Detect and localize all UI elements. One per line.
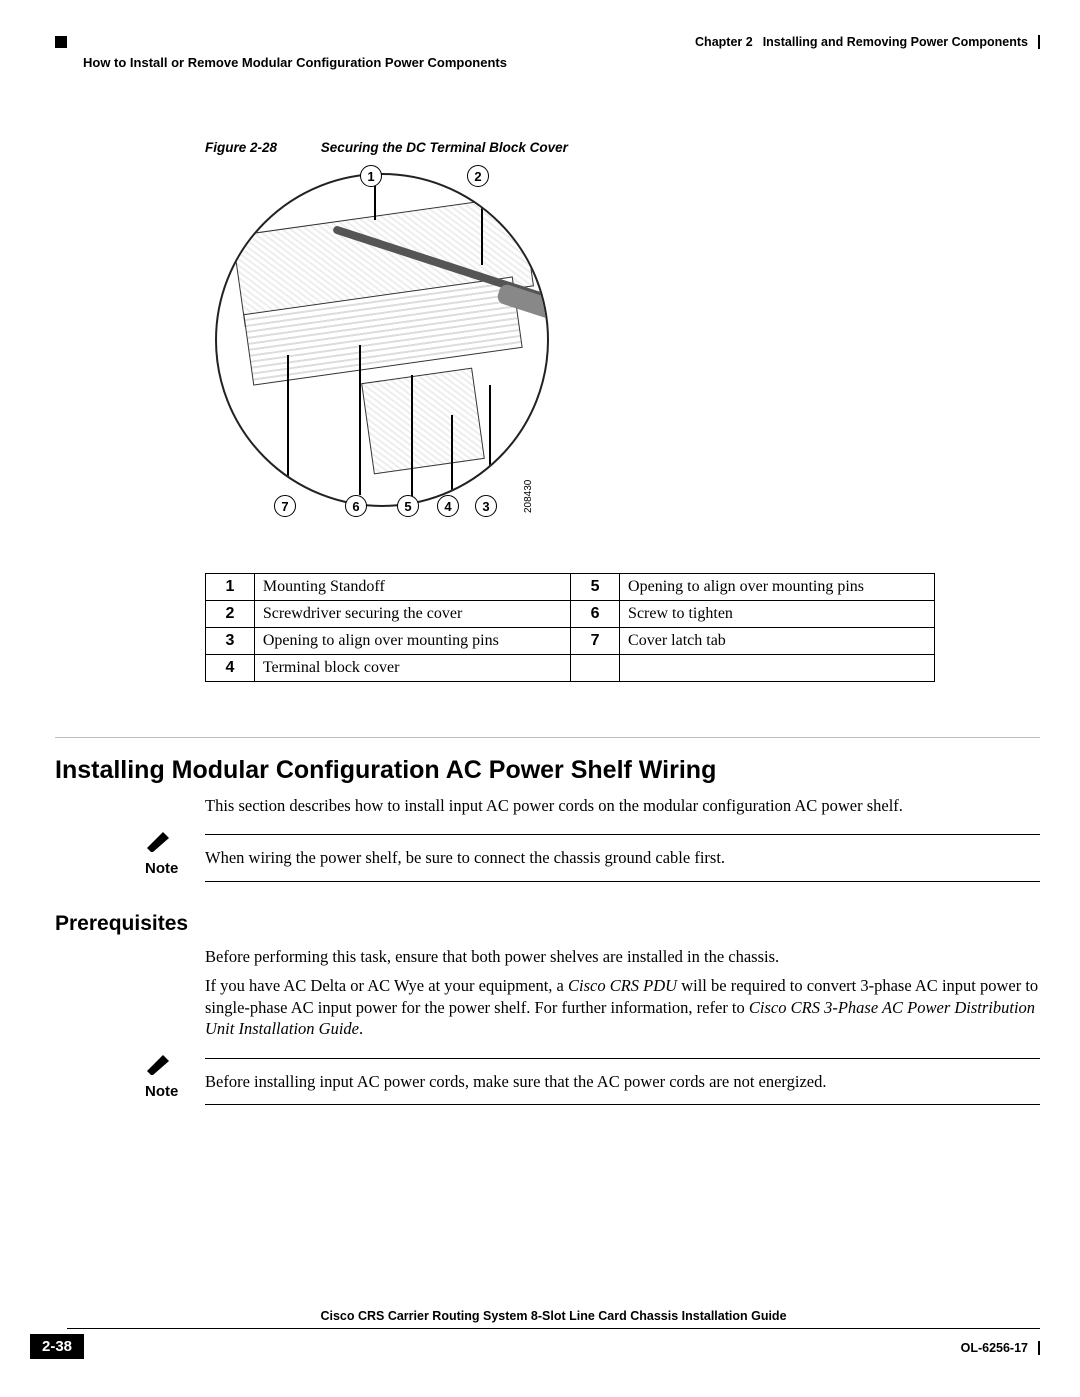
legend-num: 3 <box>206 628 255 655</box>
legend-text: Cover latch tab <box>620 628 935 655</box>
header-left <box>55 36 67 48</box>
page-number: 2-38 <box>30 1334 84 1359</box>
legend-text: Opening to align over mounting pins <box>620 574 935 601</box>
prereq-p2: If you have AC Delta or AC Wye at your e… <box>205 975 1040 1039</box>
section-divider <box>55 737 1040 738</box>
legend-text <box>620 655 935 682</box>
prereq-p1: Before performing this task, ensure that… <box>205 946 1040 967</box>
leader-line <box>489 385 491 495</box>
note-label: Note <box>145 860 178 877</box>
leader-line <box>359 345 361 495</box>
leader-line <box>481 175 483 265</box>
figure-label: Figure 2-28 <box>205 140 277 155</box>
figure-callout: 5 <box>397 495 419 517</box>
note-text: When wiring the power shelf, be sure to … <box>205 834 1040 881</box>
legend-row: 2Screwdriver securing the cover6Screw to… <box>206 601 935 628</box>
legend-num <box>571 655 620 682</box>
pencil-icon <box>145 1053 173 1075</box>
legend-text: Screw to tighten <box>620 601 935 628</box>
content-column: Figure 2-28 Securing the DC Terminal Blo… <box>205 140 1040 682</box>
legend-row: 4Terminal block cover <box>206 655 935 682</box>
subsection-title: Prerequisites <box>55 912 1040 936</box>
p2-c: . <box>359 1019 363 1038</box>
figure-detail-circle <box>215 173 549 507</box>
legend-num: 2 <box>206 601 255 628</box>
legend-text: Terminal block cover <box>254 655 570 682</box>
legend-row: 3Opening to align over mounting pins7Cov… <box>206 628 935 655</box>
doc-id-text: OL-6256-17 <box>961 1341 1028 1355</box>
figure-title: Securing the DC Terminal Block Cover <box>321 140 568 155</box>
figure-diagram: 208430 1 2 7 6 543 <box>205 163 565 523</box>
footer-endbar-icon <box>1038 1341 1040 1355</box>
note-label: Note <box>145 1083 178 1100</box>
figure-callout: 2 <box>467 165 489 187</box>
legend-num: 6 <box>571 601 620 628</box>
legend-num: 5 <box>571 574 620 601</box>
section-title: Installing Modular Configuration AC Powe… <box>55 756 1040 785</box>
prereq-body: Before performing this task, ensure that… <box>205 946 1040 1040</box>
leader-line <box>287 355 289 495</box>
note-block: Note Before installing input AC power co… <box>55 1058 1040 1105</box>
running-header: Chapter 2 Installing and Removing Power … <box>55 35 1040 49</box>
figure-callout: 3 <box>475 495 497 517</box>
chapter-title: Installing and Removing Power Components <box>763 35 1028 49</box>
note-text: Before installing input AC power cords, … <box>205 1058 1040 1105</box>
sketch-cover <box>361 368 485 475</box>
legend-num: 1 <box>206 574 255 601</box>
page: Chapter 2 Installing and Removing Power … <box>0 0 1080 1397</box>
legend-text: Opening to align over mounting pins <box>254 628 570 655</box>
figure-image-id: 208430 <box>523 480 534 513</box>
legend-text: Mounting Standoff <box>254 574 570 601</box>
legend-row: 1Mounting Standoff5Opening to align over… <box>206 574 935 601</box>
figure-caption: Figure 2-28 Securing the DC Terminal Blo… <box>205 140 1040 155</box>
figure-callout: 1 <box>360 165 382 187</box>
footer-guide-title: Cisco CRS Carrier Routing System 8-Slot … <box>67 1309 1040 1323</box>
pencil-icon <box>145 830 173 852</box>
section-intro: This section describes how to install in… <box>205 795 1040 816</box>
header-right: Chapter 2 Installing and Removing Power … <box>695 35 1040 49</box>
header-endbar-icon <box>1038 35 1040 49</box>
figure-legend-table: 1Mounting Standoff5Opening to align over… <box>205 573 935 682</box>
chapter-label: Chapter 2 <box>695 35 753 49</box>
figure-callout: 4 <box>437 495 459 517</box>
leader-line <box>411 375 413 500</box>
p2-a: If you have AC Delta or AC Wye at your e… <box>205 976 568 995</box>
legend-num: 4 <box>206 655 255 682</box>
legend-text: Screwdriver securing the cover <box>254 601 570 628</box>
section-body: This section describes how to install in… <box>205 795 1040 816</box>
doc-id: OL-6256-17 <box>961 1341 1040 1355</box>
figure-callout: 6 <box>345 495 367 517</box>
section-path: How to Install or Remove Modular Configu… <box>83 55 1040 70</box>
header-square-icon <box>55 36 67 48</box>
legend-num: 7 <box>571 628 620 655</box>
p2-em1: Cisco CRS PDU <box>568 976 677 995</box>
note-block: Note When wiring the power shelf, be sur… <box>55 834 1040 881</box>
figure-callout: 7 <box>274 495 296 517</box>
footer-rule <box>67 1328 1040 1329</box>
leader-line <box>451 415 453 505</box>
